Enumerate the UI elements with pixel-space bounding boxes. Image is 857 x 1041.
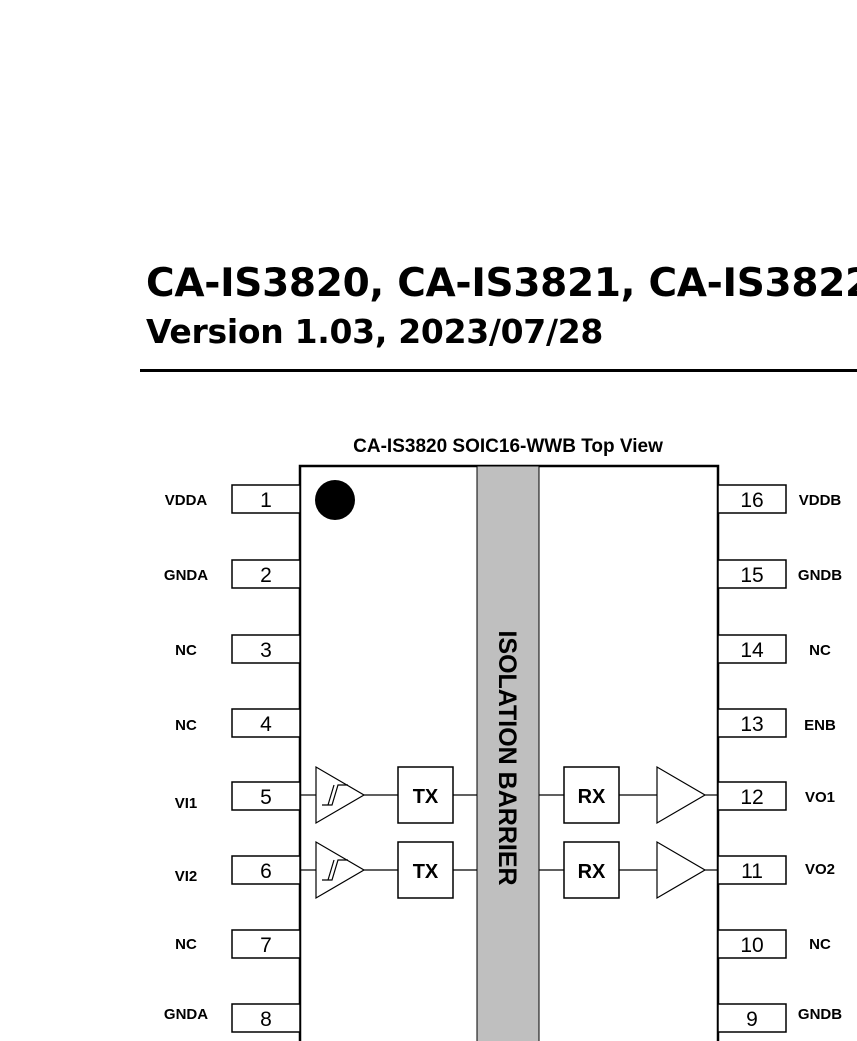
hysteresis-icon [322,859,348,881]
schmitt-buffer-icon [315,765,366,825]
channels: TX RX TX RX [300,765,718,900]
left-pin-6 [231,855,301,885]
left-pins: 1 VDDA 2 GNDA 3 NC 4 NC 5 VI1 6 VI2 7 NC 8 GNDA [164,484,301,1033]
hysteresis-icon [327,859,335,881]
right-pin-12 [717,781,787,811]
left-pin-name: NC [175,936,197,953]
output-buffer-icon [656,840,707,900]
rx-block [563,766,620,824]
hysteresis-icon [327,784,335,806]
diagram-caption: CA-IS3820 SOIC16-WWB Top View [353,436,663,457]
left-pin-name: GNDA [164,567,208,584]
rx-label: RX [578,861,606,883]
right-pin-number: 12 [740,786,763,809]
left-pin-number: 5 [260,786,272,809]
left-pin-number: 1 [260,489,272,512]
right-pin-number: 11 [741,860,763,883]
hysteresis-icon [322,784,348,806]
left-pin-name: VDDA [165,492,208,509]
rx-block [563,841,620,899]
right-pin-11 [717,855,787,885]
left-pin-5 [231,781,301,811]
title-block: CA-IS3820, CA-IS3821, CA-IS3822 Version … [146,258,857,354]
left-pin-name: VI1 [175,795,198,812]
right-pin-14 [717,634,787,664]
isolation-barrier-label: ISOLATION BARRIER [493,630,521,885]
left-pin-2 [231,559,301,589]
right-pin-number: 13 [740,713,763,736]
pin1-indicator-dot [315,480,355,520]
right-pin-16 [717,484,787,514]
right-pin-name: GNDB [798,1006,842,1023]
left-pin-7 [231,929,301,959]
right-pin-name: NC [809,936,831,953]
document-title: CA-IS3820, CA-IS3821, CA-IS3822 [146,261,857,306]
schmitt-buffer-icon [315,840,366,900]
left-pin-number: 4 [260,713,272,736]
left-pin-8 [231,1003,301,1033]
tx-block [397,841,454,899]
left-pin-number: 8 [260,1008,272,1031]
left-pin-number: 3 [260,639,272,662]
right-pin-10 [717,929,787,959]
right-pin-number: 16 [740,489,763,512]
left-pin-3 [231,634,301,664]
right-pin-name: VO1 [805,789,835,806]
left-pin-name: NC [175,717,197,734]
right-pin-name: ENB [804,717,836,734]
left-pin-name: GNDA [164,1006,208,1023]
right-pin-15 [717,559,787,589]
output-buffer-icon [656,765,707,825]
right-pins: 16 VDDB 15 GNDB 14 NC 13 ENB 12 VO1 11 VO2 10 NC 9 GNDB [717,484,842,1033]
tx-block [397,766,454,824]
document-version: Version 1.03, 2023/07/28 [146,312,604,351]
left-pin-number: 6 [260,860,272,883]
right-pin-name: GNDB [798,567,842,584]
tx-label: TX [413,786,439,808]
right-pin-9 [717,1003,787,1033]
right-pin-number: 10 [740,934,763,957]
right-pin-name: NC [809,642,831,659]
title-rule [140,369,857,372]
right-pin-number: 9 [746,1008,758,1031]
right-pin-number: 14 [740,639,764,662]
rx-label: RX [578,786,606,808]
right-pin-name: VDDB [799,492,842,509]
isolation-barrier [476,465,540,1041]
left-pin-name: NC [175,642,197,659]
right-pin-name: VO2 [805,861,835,878]
left-pin-number: 7 [260,934,272,957]
left-pin-name: VI2 [175,868,198,885]
tx-label: TX [413,861,439,883]
right-pin-number: 15 [740,564,763,587]
right-pin-13 [717,708,787,738]
left-pin-1 [231,484,301,514]
left-pin-number: 2 [260,564,272,587]
left-pin-4 [231,708,301,738]
